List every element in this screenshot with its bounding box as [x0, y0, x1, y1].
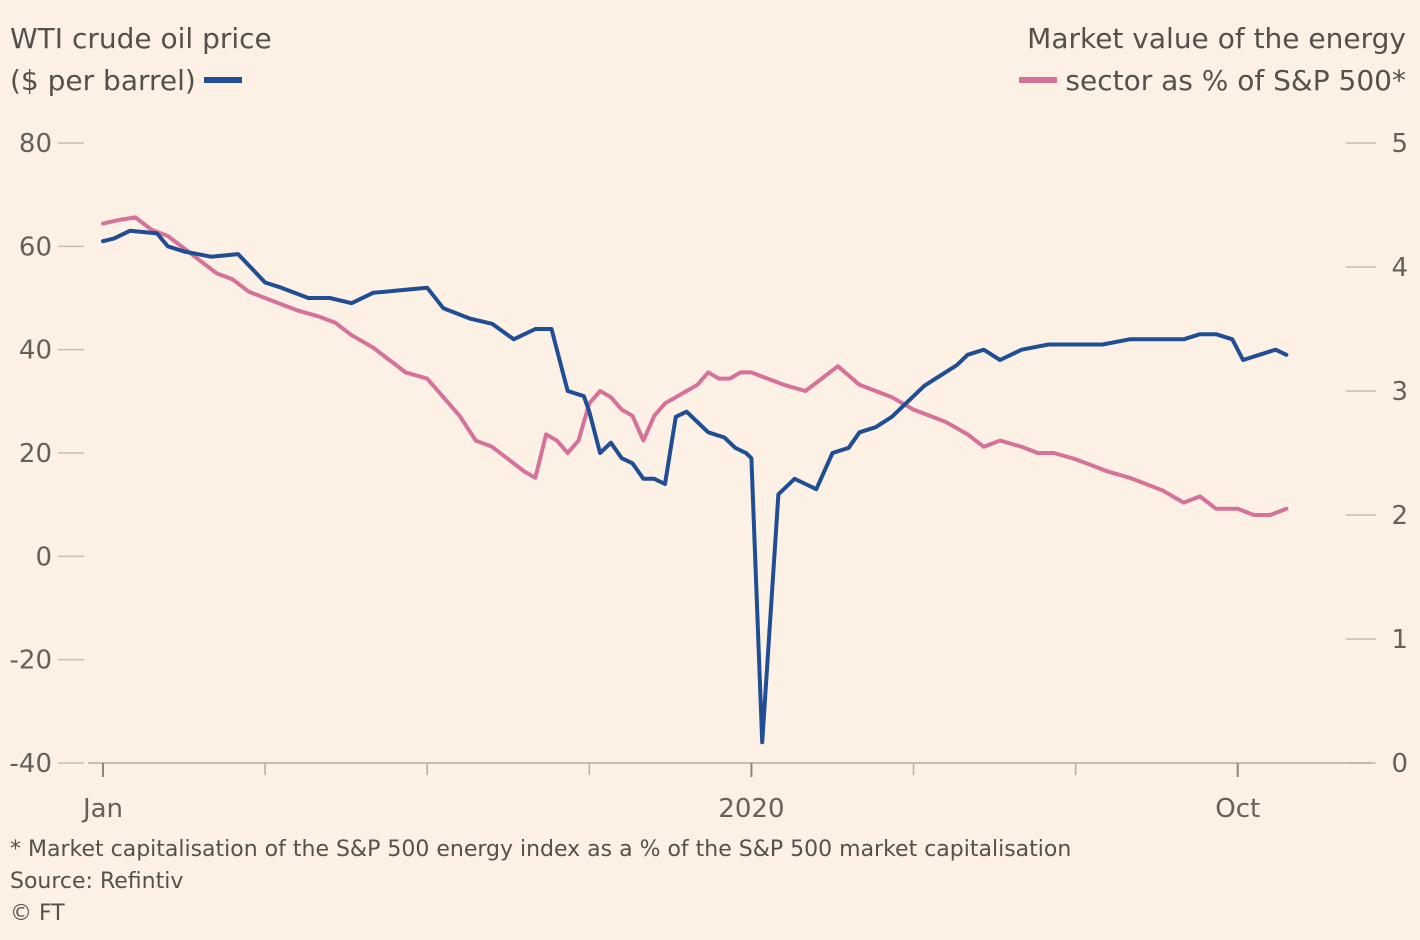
left-axis-title-line1: WTI crude oil price — [10, 22, 272, 55]
left-axis-tick-label: 20 — [19, 439, 52, 469]
credit: © FT — [10, 901, 65, 926]
left-axis-tick-label: 80 — [19, 129, 52, 159]
wti-legend-swatch — [203, 77, 242, 83]
x-axis-tick-label: 2020 — [718, 794, 784, 824]
right-axis-tick-label: 3 — [1391, 377, 1408, 407]
right-axis-tick-label: 2 — [1391, 501, 1408, 531]
right-axis-title: Market value of the energy sector as % o… — [1011, 18, 1406, 102]
left-axis-tick-label: -40 — [10, 749, 52, 779]
right-axis-tick-label: 1 — [1391, 625, 1408, 655]
left-axis-tick-label: 0 — [35, 542, 52, 572]
x-axis-tick-label: Oct — [1215, 794, 1260, 824]
energy-share-line — [101, 215, 1289, 517]
source-note: Source: Refintiv — [10, 869, 184, 894]
footnote: * Market capitalisation of the S&P 500 e… — [10, 837, 1072, 862]
right-axis-title-line2: sector as % of S&P 500* — [1065, 64, 1406, 97]
left-axis-title: WTI crude oil price ($ per barrel) — [10, 18, 272, 102]
energy-legend-swatch — [1019, 77, 1058, 83]
right-axis-title-line1: Market value of the energy — [1027, 22, 1406, 55]
x-axis-tick-label: Jan — [81, 794, 123, 824]
right-axis-tick-label: 4 — [1391, 253, 1408, 283]
left-axis-tick-label: 60 — [19, 232, 52, 262]
left-axis-tick-label: -20 — [10, 646, 52, 676]
right-axis-tick-label: 0 — [1391, 749, 1408, 779]
right-axis-tick-label: 5 — [1391, 129, 1408, 159]
wti-price-line — [101, 228, 1289, 745]
left-axis-title-line2: ($ per barrel) — [10, 64, 196, 97]
left-axis-tick-label: 40 — [19, 336, 52, 366]
